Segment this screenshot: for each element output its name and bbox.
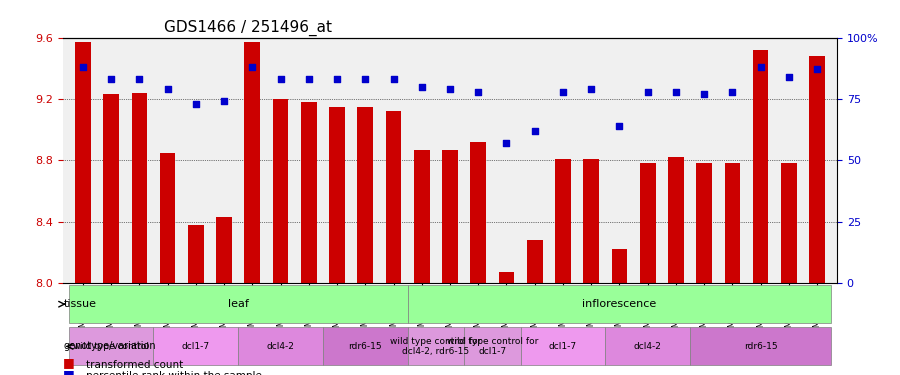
Bar	[668, 157, 684, 283]
Text: GDS1466 / 251496_at: GDS1466 / 251496_at	[164, 20, 331, 36]
Point	[612, 123, 626, 129]
Point	[669, 88, 683, 94]
Bar	[386, 111, 401, 283]
Bar	[640, 164, 655, 283]
Bar	[329, 106, 345, 283]
Point	[556, 88, 571, 94]
Text: rdr6-15: rdr6-15	[744, 342, 778, 351]
Point	[160, 86, 175, 92]
Bar	[301, 102, 317, 283]
Text: wild type control for
dcl4-2, rdr6-15: wild type control for dcl4-2, rdr6-15	[391, 337, 482, 356]
Bar	[216, 217, 232, 283]
FancyBboxPatch shape	[520, 327, 606, 365]
FancyBboxPatch shape	[153, 327, 238, 365]
Bar	[188, 225, 203, 283]
Point	[782, 74, 796, 80]
Text: wild type control: wild type control	[73, 342, 149, 351]
Point	[415, 84, 429, 90]
Text: genotype/variation: genotype/variation	[64, 341, 157, 351]
Text: rdr6-15: rdr6-15	[348, 342, 382, 351]
Text: leaf: leaf	[228, 299, 248, 309]
Point	[104, 76, 118, 82]
Point	[810, 66, 824, 72]
Point	[471, 88, 485, 94]
Bar	[527, 240, 543, 283]
Text: ■: ■	[63, 368, 75, 375]
Point	[189, 101, 203, 107]
Bar	[499, 272, 514, 283]
Text: dcl1-7: dcl1-7	[182, 342, 210, 351]
Text: dcl1-7: dcl1-7	[549, 342, 577, 351]
Bar	[753, 50, 769, 283]
Bar	[273, 99, 288, 283]
Point	[500, 140, 514, 146]
Point	[76, 64, 90, 70]
Bar	[104, 94, 119, 283]
FancyBboxPatch shape	[68, 327, 153, 365]
Point	[302, 76, 316, 82]
Text: dcl4-2: dcl4-2	[266, 342, 294, 351]
Bar	[781, 164, 797, 283]
FancyBboxPatch shape	[238, 327, 323, 365]
FancyBboxPatch shape	[408, 327, 464, 365]
Point	[443, 86, 457, 92]
Bar	[697, 164, 712, 283]
Bar	[724, 164, 741, 283]
Bar	[414, 150, 429, 283]
Bar	[612, 249, 627, 283]
FancyBboxPatch shape	[68, 285, 408, 323]
Bar	[160, 153, 176, 283]
Point	[274, 76, 288, 82]
Point	[329, 76, 344, 82]
Bar	[583, 159, 599, 283]
Point	[386, 76, 400, 82]
Text: transformed count: transformed count	[86, 360, 183, 370]
Text: inflorescence: inflorescence	[582, 299, 657, 309]
Text: percentile rank within the sample: percentile rank within the sample	[86, 371, 261, 375]
Bar	[555, 159, 571, 283]
Bar	[442, 150, 458, 283]
Point	[725, 88, 740, 94]
Bar	[75, 42, 91, 283]
Bar	[809, 56, 825, 283]
FancyBboxPatch shape	[464, 327, 520, 365]
Point	[527, 128, 542, 134]
Text: tissue: tissue	[64, 299, 96, 309]
FancyBboxPatch shape	[323, 327, 408, 365]
Point	[358, 76, 373, 82]
FancyBboxPatch shape	[408, 285, 832, 323]
Point	[245, 64, 259, 70]
Point	[697, 91, 711, 97]
Bar	[357, 106, 373, 283]
Text: dcl4-2: dcl4-2	[634, 342, 661, 351]
Text: wild type control for
dcl1-7: wild type control for dcl1-7	[446, 337, 538, 356]
Point	[641, 88, 655, 94]
Bar	[471, 142, 486, 283]
FancyBboxPatch shape	[690, 327, 832, 365]
Point	[584, 86, 598, 92]
Point	[753, 64, 768, 70]
Text: ■: ■	[63, 356, 75, 369]
Point	[217, 98, 231, 104]
Bar	[245, 42, 260, 283]
Point	[132, 76, 147, 82]
Bar	[131, 93, 147, 283]
FancyBboxPatch shape	[606, 327, 690, 365]
